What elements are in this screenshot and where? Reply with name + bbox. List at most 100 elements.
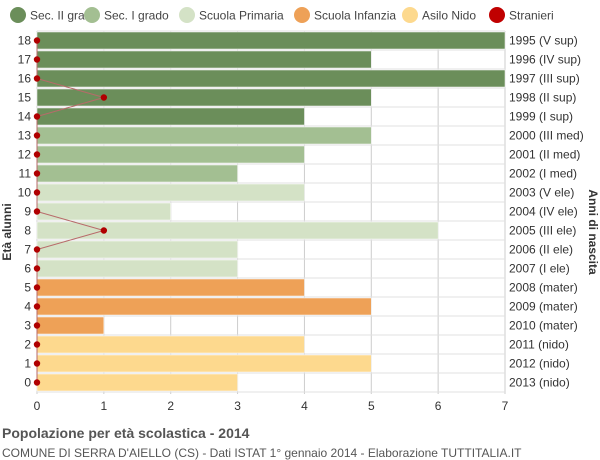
legend-item: Sec. II grado <box>10 7 98 23</box>
year-tick-label: 2001 (II med) <box>509 148 580 162</box>
bar <box>36 126 372 145</box>
year-tick-labels: 1995 (V sup) 1996 (IV sup) 1997 (III sup) 1… <box>509 34 584 390</box>
age-tick-label: 5 <box>24 281 31 295</box>
stranieri-point <box>100 227 108 234</box>
x-tick-label: 1 <box>101 399 108 413</box>
legend-item: Asilo Nido <box>402 7 476 23</box>
age-tick-label: 2 <box>24 338 31 352</box>
age-tick-label: 17 <box>18 53 32 67</box>
legend-swatch <box>294 7 310 23</box>
year-tick-label: 2000 (III med) <box>509 129 584 143</box>
age-tick-label: 7 <box>24 243 31 257</box>
legend-swatch <box>10 7 26 23</box>
stranieri-point <box>33 360 41 367</box>
stranieri-point <box>33 303 41 310</box>
bar <box>36 240 238 259</box>
bar <box>36 297 372 316</box>
year-tick-label: 1998 (II sup) <box>509 91 576 105</box>
stranieri-line <box>33 37 108 386</box>
age-tick-label: 0 <box>24 376 31 390</box>
chart-title: Popolazione per età scolastica - 2014 <box>2 425 250 441</box>
legend-label: Asilo Nido <box>422 9 476 23</box>
legend-label: Scuola Infanzia <box>314 9 396 23</box>
year-tick-label: 1996 (IV sup) <box>509 53 581 67</box>
legend-item: Stranieri <box>489 7 554 23</box>
year-tick-label: 1999 (I sup) <box>509 110 573 124</box>
bar <box>36 183 305 202</box>
year-tick-label: 2009 (mater) <box>509 300 578 314</box>
age-tick-label: 11 <box>19 167 32 181</box>
legend-label: Sec. I grado <box>104 9 169 23</box>
bar <box>36 354 372 373</box>
year-tick-label: 2007 (I ele) <box>509 262 570 276</box>
age-tick-label: 3 <box>24 319 31 333</box>
year-tick-label: 2011 (nido) <box>509 338 569 352</box>
x-tick-label: 7 <box>502 399 509 413</box>
age-tick-label: 15 <box>18 91 32 105</box>
stranieri-point <box>33 379 41 386</box>
stranieri-point <box>33 113 41 120</box>
age-tick-label: 13 <box>18 129 32 143</box>
age-tick-label: 10 <box>18 186 32 200</box>
stranieri-point <box>33 170 41 177</box>
age-tick-label: 9 <box>24 205 31 219</box>
x-tick-label: 6 <box>435 399 442 413</box>
x-tick-label: 0 <box>34 399 41 413</box>
age-tick-label: 14 <box>18 110 32 124</box>
year-tick-label: 2006 (II ele) <box>509 243 573 257</box>
x-tick-labels: 0 1 2 3 4 5 6 7 <box>34 399 509 413</box>
age-tick-label: 6 <box>24 262 31 276</box>
stranieri-point <box>33 322 41 329</box>
bar <box>36 259 238 278</box>
x-tick-label: 5 <box>368 399 375 413</box>
stranieri-point <box>33 151 41 158</box>
legend: Sec. II grado Sec. I grado Scuola Primaria… <box>10 7 554 23</box>
bar <box>36 335 305 354</box>
stranieri-point <box>33 246 41 253</box>
year-tick-label: 2003 (V ele) <box>509 186 574 200</box>
bar <box>36 145 305 164</box>
bar <box>36 164 238 183</box>
year-tick-label: 1997 (III sup) <box>509 72 580 86</box>
bars <box>36 31 506 392</box>
year-tick-label: 2013 (nido) <box>509 376 570 390</box>
stranieri-point <box>33 284 41 291</box>
bar <box>36 31 506 50</box>
x-tick-label: 4 <box>301 399 308 413</box>
bar <box>36 88 372 107</box>
bar <box>36 316 105 335</box>
legend-swatch <box>179 7 195 23</box>
chart-subtitle: COMUNE DI SERRA D'AIELLO (CS) - Dati IST… <box>2 446 522 460</box>
year-tick-label: 1995 (V sup) <box>509 34 578 48</box>
year-tick-label: 2012 (nido) <box>509 357 570 371</box>
legend-swatch <box>402 7 418 23</box>
stranieri-point <box>33 56 41 63</box>
year-tick-label: 2005 (III ele) <box>509 224 576 238</box>
age-tick-label: 16 <box>18 72 32 86</box>
stranieri-point <box>33 189 41 196</box>
legend-label: Scuola Primaria <box>199 9 284 23</box>
stranieri-point <box>33 208 41 215</box>
bar <box>36 107 305 126</box>
age-tick-label: 12 <box>18 148 32 162</box>
year-tick-label: 2002 (I med) <box>509 167 577 181</box>
legend-label: Sec. II grado <box>30 9 98 23</box>
bar <box>36 221 439 240</box>
bar <box>36 50 372 69</box>
bar <box>36 69 506 88</box>
bar <box>36 278 305 297</box>
stranieri-point <box>33 265 41 272</box>
age-tick-label: 4 <box>24 300 31 314</box>
x-tick-label: 3 <box>234 399 241 413</box>
stranieri-point <box>33 75 41 82</box>
legend-label: Stranieri <box>509 9 554 23</box>
age-tick-label: 1 <box>24 357 31 371</box>
legend-item: Scuola Primaria <box>179 7 284 23</box>
age-tick-label: 8 <box>24 224 31 238</box>
bar <box>36 373 238 392</box>
stranieri-point <box>100 94 108 101</box>
legend-swatch <box>84 7 100 23</box>
year-tick-label: 2004 (IV ele) <box>509 205 578 219</box>
